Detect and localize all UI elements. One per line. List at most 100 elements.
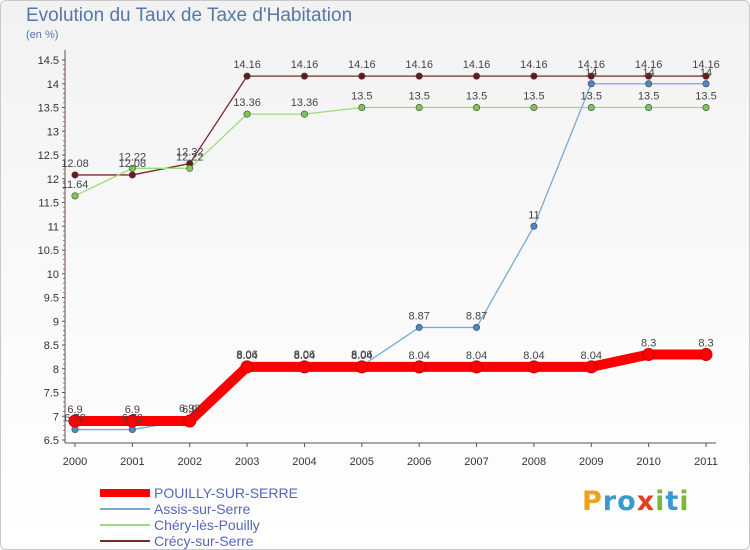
point-crecy xyxy=(587,72,595,80)
data-label-crecy: 14.16 xyxy=(405,59,433,71)
point-crecy xyxy=(415,72,423,80)
series-markers xyxy=(68,72,713,434)
x-tick-label: 2002 xyxy=(177,456,201,468)
x-tick-label: 2004 xyxy=(292,456,316,468)
data-label-chery: 13.5 xyxy=(695,91,716,103)
y-tick-label: 9 xyxy=(53,316,59,328)
x-tick-label: 2006 xyxy=(407,456,431,468)
data-label-chery: 13.36 xyxy=(291,97,319,109)
data-label-assis: 11 xyxy=(528,209,539,221)
data-label-crecy: 14.16 xyxy=(233,59,261,71)
data-label-assis: 8.06 xyxy=(294,349,315,361)
data-label-pouilly: 6.9 xyxy=(67,404,82,416)
data-label-crecy: 14.16 xyxy=(348,59,376,71)
point-pouilly xyxy=(699,348,713,361)
legend-label-chery: Chéry-lès-Pouilly xyxy=(154,517,260,533)
point-chery xyxy=(702,104,710,112)
point-pouilly xyxy=(240,360,254,374)
data-label-pouilly: 8.04 xyxy=(523,350,544,362)
point-assis xyxy=(473,323,481,331)
data-label-assis: 6.72 xyxy=(122,413,143,425)
point-crecy xyxy=(128,171,136,179)
legend-swatch-assis xyxy=(100,508,150,510)
x-tick-label: 2000 xyxy=(63,456,87,468)
data-label-crecy: 14.16 xyxy=(291,59,319,71)
y-tick-label: 11.5 xyxy=(38,198,59,210)
point-chery xyxy=(300,110,308,118)
point-assis xyxy=(587,80,595,88)
point-crecy xyxy=(71,171,79,179)
point-pouilly xyxy=(527,360,541,374)
data-label-assis: 6.92 xyxy=(179,403,200,415)
point-assis xyxy=(645,80,653,88)
legend-swatch-pouilly xyxy=(100,489,150,497)
data-label-crecy: 14.16 xyxy=(520,59,548,71)
point-chery xyxy=(473,104,481,112)
legend-label-assis: Assis-sur-Serre xyxy=(154,501,251,517)
x-tick-label: 2011 xyxy=(694,456,718,468)
data-label-chery: 12.22 xyxy=(119,151,147,163)
x-tick-label: 2001 xyxy=(120,456,144,468)
proxiti-logo: Proxiti xyxy=(582,486,690,517)
axes: 6.577.588.599.51010.51111.51212.51313.51… xyxy=(38,50,718,468)
data-label-pouilly: 8.04 xyxy=(294,350,315,362)
logo-letter: i xyxy=(679,486,690,517)
data-label-assis: 6.72 xyxy=(64,413,85,425)
point-pouilly xyxy=(470,360,484,374)
logo-letter: P xyxy=(582,486,603,517)
point-pouilly xyxy=(68,414,82,428)
data-label-chery: 13.5 xyxy=(466,91,487,103)
series-line-crecy xyxy=(74,75,707,176)
chart-subtitle: (en %) xyxy=(26,29,59,41)
legend-swatch-crecy xyxy=(100,540,150,542)
point-pouilly xyxy=(125,414,139,428)
point-assis xyxy=(415,323,423,331)
data-label-assis: 14 xyxy=(643,67,655,79)
data-label-crecy: 14.16 xyxy=(692,59,720,71)
data-label-chery: 13.5 xyxy=(523,91,544,103)
data-label-pouilly: 8.3 xyxy=(641,338,656,350)
series-line-assis xyxy=(74,83,707,431)
data-label-crecy: 14.16 xyxy=(463,59,491,71)
point-pouilly xyxy=(355,360,369,374)
point-crecy xyxy=(702,72,710,80)
point-chery xyxy=(186,164,194,172)
point-pouilly xyxy=(297,360,311,374)
data-label-assis: 14 xyxy=(700,67,712,79)
data-label-crecy: 12.32 xyxy=(176,147,204,159)
point-chery xyxy=(128,164,136,172)
series-line-chery xyxy=(74,106,707,197)
x-tick-label: 2007 xyxy=(464,456,488,468)
legend-swatch-chery xyxy=(100,524,150,526)
point-chery xyxy=(415,104,423,112)
data-label-assis: 8.87 xyxy=(466,310,487,322)
data-label-assis: 14 xyxy=(585,67,597,79)
x-tick-label: 2005 xyxy=(350,456,374,468)
data-label-chery: 13.5 xyxy=(638,91,659,103)
data-label-crecy: 12.08 xyxy=(119,158,147,170)
legend-label-pouilly: POUILLY-SUR-SERRE xyxy=(154,485,298,501)
y-tick-label: 7 xyxy=(53,411,59,423)
data-label-assis: 8.06 xyxy=(351,349,372,361)
point-crecy xyxy=(300,72,308,80)
point-chery xyxy=(358,104,366,112)
point-crecy xyxy=(645,72,653,80)
series-lines xyxy=(70,75,711,431)
data-label-assis: 8.87 xyxy=(408,310,429,322)
data-label-pouilly: 8.04 xyxy=(466,350,487,362)
data-label-chery: 13.5 xyxy=(351,91,372,103)
point-pouilly xyxy=(584,360,598,374)
y-tick-label: 12.5 xyxy=(38,150,59,162)
legend-label-crecy: Crécy-sur-Serre xyxy=(154,533,254,549)
y-tick-label: 11 xyxy=(48,221,59,233)
y-tick-label: 9.5 xyxy=(44,293,59,305)
logo-letter: i xyxy=(655,486,666,517)
y-tick-label: 12 xyxy=(47,174,59,186)
point-crecy xyxy=(530,72,538,80)
y-tick-label: 8.5 xyxy=(44,340,59,352)
point-chery xyxy=(71,192,79,200)
data-label-chery: 11.64 xyxy=(62,179,89,191)
point-crecy xyxy=(473,72,481,80)
y-tick-label: 13.5 xyxy=(38,103,59,115)
